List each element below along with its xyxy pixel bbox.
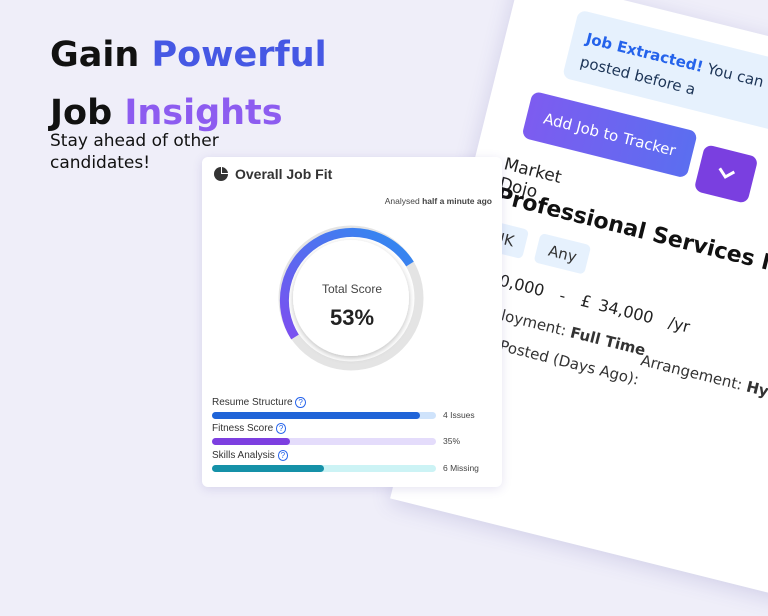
analysed: Analysed half a minute ago (385, 196, 492, 206)
score: 53% (329, 305, 375, 330)
fit-card: Overall Job Fit Analysed half a minute a… (202, 157, 502, 487)
analysed-prefix: Analysed (384, 196, 420, 206)
metric-track (212, 465, 436, 472)
metric-name: Resume Structure (212, 397, 293, 408)
help-icon[interactable]: ? (275, 423, 287, 434)
metric-fill (212, 465, 324, 472)
metric-result: 4 Issues (443, 410, 475, 420)
page: Gain Powerful Job Insights Stay ahead of… (50, 0, 768, 615)
score-ring (278, 225, 424, 371)
help-icon[interactable]: ? (295, 397, 306, 408)
metric-track (212, 412, 436, 419)
analysed-time: half a minute ago (422, 196, 492, 206)
dropdown-button[interactable] (693, 144, 759, 204)
word: Powerful (151, 35, 327, 75)
salary-sep: - (557, 285, 568, 306)
metric-result: 35% (443, 436, 461, 446)
metric-fill (212, 438, 291, 445)
word: Insights (124, 93, 283, 133)
hero-subtitle: Stay ahead of other candidates! (50, 131, 219, 173)
chevron (718, 167, 736, 179)
metric-fill (212, 412, 421, 419)
metric-name: Fitness Score (212, 423, 274, 434)
hero-heading: Gain Powerful Job Insights (50, 26, 327, 142)
metric-label: Resume Structure ? (212, 397, 306, 408)
metric-name: Skills Analysis (212, 450, 275, 461)
pie-icon (214, 166, 229, 181)
metric-label: Fitness Score ? (212, 423, 287, 434)
fit-title: Overall Job Fit (235, 166, 333, 182)
score-caption: Total Score (321, 282, 383, 296)
metric-result: 6 Missing (443, 463, 479, 473)
metric-label: Skills Analysis ? (212, 450, 289, 461)
help-icon[interactable]: ? (277, 450, 289, 461)
word: Job (50, 93, 113, 133)
metric-track (212, 438, 436, 445)
word: Gain (50, 35, 140, 75)
